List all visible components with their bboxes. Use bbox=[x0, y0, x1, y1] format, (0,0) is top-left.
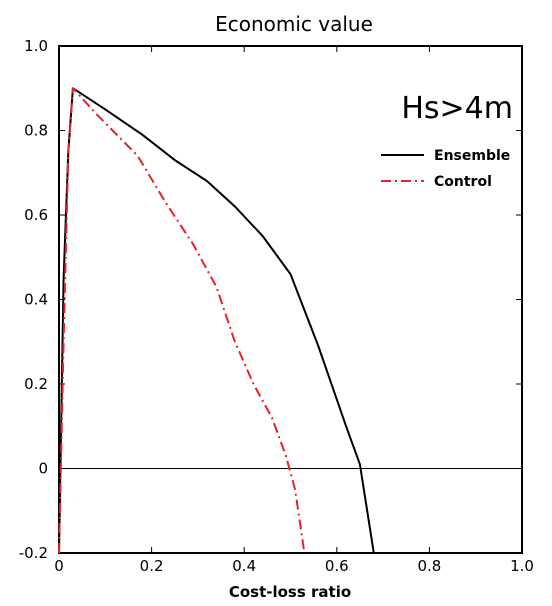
x-axis-label: Cost-loss ratio bbox=[229, 583, 351, 601]
y-tick-label: 0.8 bbox=[24, 122, 48, 140]
threshold-annotation: Hs>4m bbox=[401, 91, 513, 126]
x-tick-label: 0.8 bbox=[417, 557, 441, 575]
y-tick-label: 0.6 bbox=[24, 206, 48, 224]
legend-label-control: Control bbox=[434, 174, 492, 190]
series-line-control bbox=[58, 87, 306, 554]
y-tick-label: -0.2 bbox=[19, 544, 48, 562]
axis-ticks: 0 0.2 0.4 0.6 0.8 1.0 -0.2 0 0.2 0.4 0.6 0.8 1.0 bbox=[19, 37, 534, 575]
series-lines bbox=[58, 87, 375, 554]
x-tick-label: 0.2 bbox=[140, 557, 164, 575]
legend-label-ensemble: Ensemble bbox=[434, 148, 510, 164]
legend: Ensemble Control bbox=[381, 148, 510, 190]
y-tick-label: 0.2 bbox=[24, 375, 48, 393]
y-tick-label: 1.0 bbox=[24, 37, 48, 55]
x-tick-label: 0.4 bbox=[232, 557, 256, 575]
chart-title: Economic value bbox=[215, 12, 373, 36]
y-tick-label: 0.4 bbox=[24, 291, 48, 309]
series-line-ensemble bbox=[58, 87, 375, 554]
x-tick-label: 1.0 bbox=[510, 557, 534, 575]
x-tick-label: 0 bbox=[54, 557, 64, 575]
x-tick-label: 0.6 bbox=[325, 557, 349, 575]
y-tick-label: 0 bbox=[38, 460, 48, 478]
